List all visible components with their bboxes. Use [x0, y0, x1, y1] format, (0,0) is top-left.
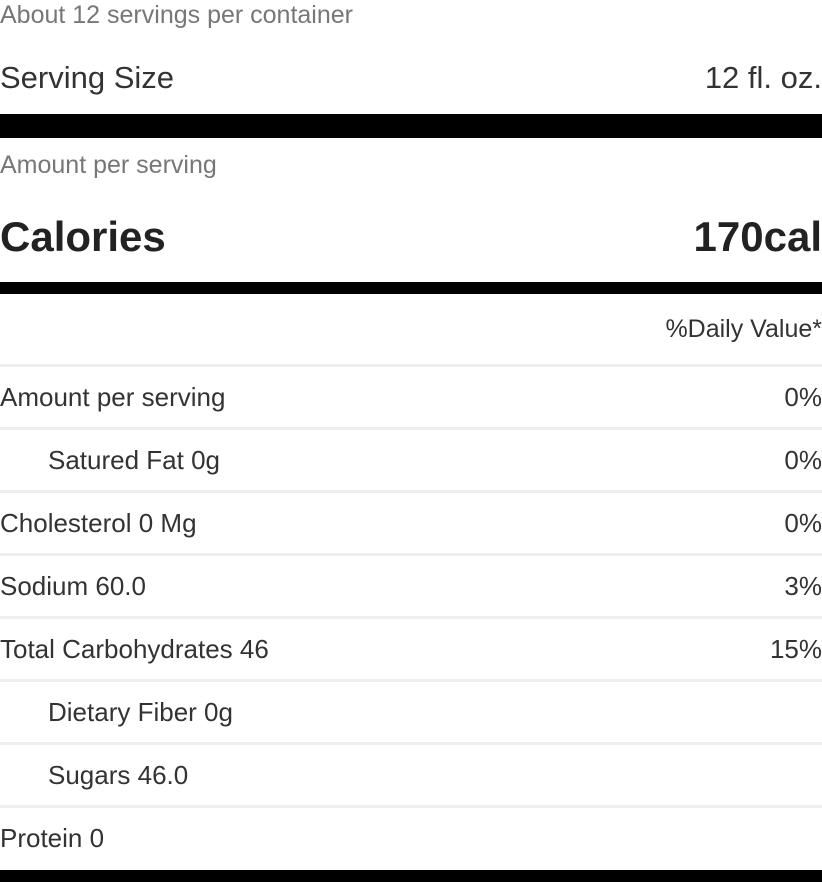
nutrient-label: Protein 0: [0, 822, 105, 853]
calories-value: 170cal: [693, 213, 822, 260]
nutrient-label: Total Carbohydrates 46: [0, 633, 269, 664]
nutrient-row: Total Carbohydrates 46 15%: [0, 619, 822, 682]
divider-bottom: [0, 870, 822, 882]
daily-value-label: %Daily Value*: [665, 314, 822, 343]
nutrient-label: Amount per serving: [0, 381, 226, 412]
daily-value-header: %Daily Value*: [0, 294, 822, 367]
nutrient-label: Cholesterol 0 Mg: [0, 507, 197, 538]
nutrient-row: Protein 0: [0, 808, 822, 868]
servings-per-container: About 12 servings per container: [0, 1, 353, 29]
nutrient-row: Amount per serving 0%: [0, 367, 822, 430]
nutrient-daily-value: 0%: [784, 381, 822, 412]
nutrient-row: Dietary Fiber 0g: [0, 682, 822, 745]
nutrient-daily-value: 0%: [784, 444, 822, 475]
nutrient-daily-value: 15%: [769, 633, 822, 664]
nutrient-row: Cholesterol 0 Mg 0%: [0, 493, 822, 556]
nutrient-label: Satured Fat 0g: [48, 444, 220, 475]
serving-size-label: Serving Size: [0, 60, 175, 95]
amount-per-serving: Amount per serving: [0, 151, 217, 179]
divider-thick: [0, 114, 822, 138]
divider-medium: [0, 282, 822, 294]
nutrient-row: Sodium 60.0 3%: [0, 556, 822, 619]
serving-size-row: Serving Size 12 fl. oz.: [0, 58, 822, 98]
nutrient-list: Amount per serving 0% Satured Fat 0g 0% Chol…: [0, 367, 822, 868]
nutrient-row: Sugars 46.0: [0, 745, 822, 808]
nutrient-label: Sodium 60.0: [0, 570, 146, 601]
serving-size-value: 12 fl. oz.: [704, 60, 822, 95]
nutrient-daily-value: 0%: [784, 507, 822, 538]
calories-label: Calories: [0, 213, 166, 260]
nutrient-label: Sugars 46.0: [48, 759, 189, 790]
calories-row: Calories 170cal: [0, 210, 822, 264]
nutrient-row: Satured Fat 0g 0%: [0, 430, 822, 493]
nutrient-daily-value: 3%: [784, 570, 822, 601]
nutrient-label: Dietary Fiber 0g: [48, 696, 233, 727]
